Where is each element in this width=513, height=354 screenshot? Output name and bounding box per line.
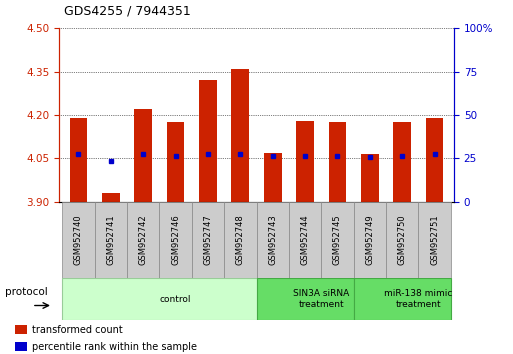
Bar xyxy=(70,118,87,202)
Bar xyxy=(62,278,256,320)
Text: control: control xyxy=(160,295,191,304)
Bar xyxy=(353,278,451,320)
Text: transformed count: transformed count xyxy=(32,325,123,335)
Bar xyxy=(160,202,192,278)
Bar xyxy=(419,202,451,278)
Text: GSM952746: GSM952746 xyxy=(171,215,180,265)
Bar xyxy=(289,202,321,278)
Bar xyxy=(102,193,120,202)
Bar xyxy=(361,154,379,202)
Bar xyxy=(386,202,419,278)
Bar xyxy=(353,202,386,278)
Bar xyxy=(94,202,127,278)
Bar xyxy=(256,202,289,278)
Bar xyxy=(231,69,249,202)
Text: GSM952742: GSM952742 xyxy=(139,215,148,265)
Text: protocol: protocol xyxy=(5,287,48,297)
Bar xyxy=(321,202,353,278)
Text: GSM952744: GSM952744 xyxy=(301,215,309,265)
Bar xyxy=(296,121,314,202)
Bar xyxy=(393,122,411,202)
Text: GSM952743: GSM952743 xyxy=(268,215,277,265)
Bar xyxy=(167,122,185,202)
Text: GSM952745: GSM952745 xyxy=(333,215,342,265)
Text: GSM952740: GSM952740 xyxy=(74,215,83,265)
Text: GSM952741: GSM952741 xyxy=(106,215,115,265)
Bar xyxy=(256,278,353,320)
Text: GSM952747: GSM952747 xyxy=(204,215,212,265)
Bar xyxy=(62,202,94,278)
Bar xyxy=(426,118,443,202)
Text: GSM952750: GSM952750 xyxy=(398,215,407,265)
Bar xyxy=(15,325,27,335)
Bar xyxy=(224,202,256,278)
Bar xyxy=(15,342,27,351)
Text: GDS4255 / 7944351: GDS4255 / 7944351 xyxy=(64,5,191,18)
Bar xyxy=(192,202,224,278)
Bar xyxy=(199,80,217,202)
Text: GSM952748: GSM952748 xyxy=(236,215,245,265)
Text: percentile rank within the sample: percentile rank within the sample xyxy=(32,342,197,352)
Bar xyxy=(134,109,152,202)
Bar xyxy=(127,202,160,278)
Text: GSM952749: GSM952749 xyxy=(365,215,374,265)
Text: SIN3A siRNA
treatment: SIN3A siRNA treatment xyxy=(293,290,349,309)
Text: GSM952751: GSM952751 xyxy=(430,215,439,265)
Bar xyxy=(328,122,346,202)
Bar xyxy=(264,153,282,202)
Text: miR-138 mimic
treatment: miR-138 mimic treatment xyxy=(384,290,452,309)
